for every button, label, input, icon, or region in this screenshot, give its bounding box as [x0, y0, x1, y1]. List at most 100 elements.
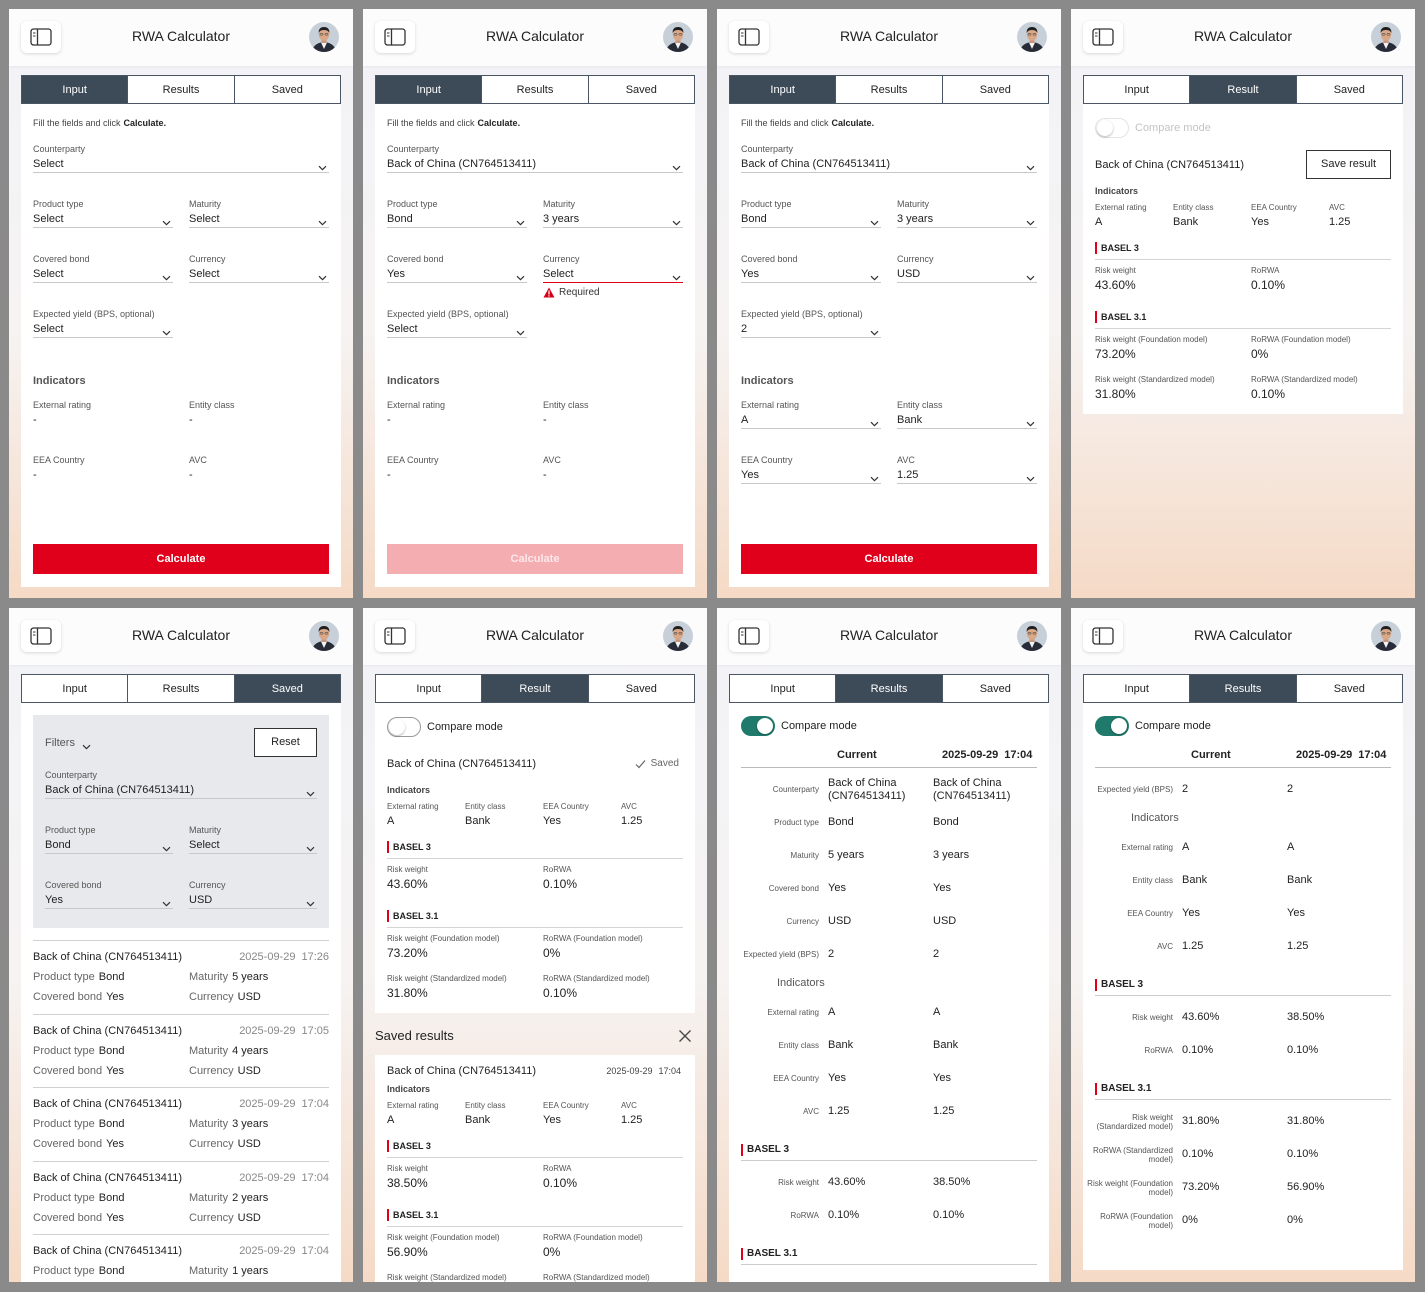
select[interactable]: Bond: [387, 212, 527, 228]
avatar[interactable]: [663, 22, 693, 52]
tab[interactable]: Input: [376, 76, 482, 103]
saved-results-title: Saved results: [375, 1028, 454, 1043]
item-counterparty[interactable]: Back of China (CN764513411): [33, 1098, 182, 1110]
avatar[interactable]: [1371, 22, 1401, 52]
select[interactable]: Yes: [387, 267, 527, 283]
field-label: EEA Country: [741, 455, 793, 465]
select[interactable]: Select: [189, 212, 329, 228]
item-counterparty[interactable]: Back of China (CN764513411): [33, 1171, 182, 1184]
sidebar-button[interactable]: [375, 21, 415, 53]
result-value: 73.20%: [1095, 347, 1136, 361]
calculate-button[interactable]: Calculate: [741, 544, 1037, 574]
result-label: Risk weight (Standardized model): [1095, 375, 1215, 384]
select[interactable]: Bank: [897, 413, 1037, 429]
tab[interactable]: Saved: [941, 76, 1048, 103]
tab[interactable]: Saved: [233, 76, 340, 103]
tab[interactable]: Saved: [587, 675, 694, 702]
select[interactable]: Select: [33, 267, 173, 283]
tab[interactable]: Results: [1189, 675, 1296, 702]
select[interactable]: Back of China (CN764513411): [45, 783, 317, 799]
select[interactable]: 3 years: [897, 212, 1037, 228]
close-button[interactable]: [678, 1029, 692, 1043]
avatar[interactable]: [1017, 621, 1047, 651]
tab[interactable]: Saved: [941, 675, 1048, 702]
select[interactable]: A: [741, 413, 881, 429]
select[interactable]: Select: [189, 838, 317, 854]
reset-button[interactable]: Reset: [254, 728, 317, 757]
toggle[interactable]: [741, 716, 775, 736]
tab[interactable]: Results: [127, 675, 233, 702]
avatar-image: [1371, 621, 1401, 651]
select[interactable]: USD: [189, 893, 317, 909]
select[interactable]: Back of China (CN764513411): [741, 157, 1037, 173]
item-counterparty[interactable]: Back of China (CN764513411): [33, 951, 182, 963]
tab[interactable]: Saved: [1295, 76, 1402, 103]
avatar[interactable]: [663, 621, 693, 651]
sidebar-button[interactable]: [21, 620, 61, 652]
item-field-label: Maturity: [189, 1265, 229, 1277]
avatar[interactable]: [1017, 22, 1047, 52]
select[interactable]: 2: [741, 322, 881, 338]
item-counterparty[interactable]: Back of China (CN764513411): [33, 1024, 182, 1037]
select[interactable]: Back of China (CN764513411): [387, 157, 683, 173]
compare-row: EEA Country Yes Yes: [1083, 897, 1403, 930]
select[interactable]: Bond: [741, 212, 881, 228]
select[interactable]: Yes: [741, 267, 881, 283]
date-time: 2025-09-29 17:04: [239, 1171, 329, 1185]
tab[interactable]: Results: [127, 76, 233, 103]
select[interactable]: Select: [387, 322, 527, 338]
sidebar-button[interactable]: [1083, 620, 1123, 652]
tab[interactable]: Input: [22, 76, 128, 103]
select[interactable]: Select: [33, 212, 173, 228]
avatar[interactable]: [309, 22, 339, 52]
avatar-image-shape: [318, 28, 330, 41]
toggle[interactable]: [387, 717, 421, 737]
sidebar-button[interactable]: [729, 620, 769, 652]
select[interactable]: Bond: [45, 838, 173, 854]
select[interactable]: Yes: [45, 893, 173, 909]
tab[interactable]: Input: [62, 682, 87, 695]
tab[interactable]: Input: [416, 682, 441, 695]
tab[interactable]: Result: [481, 675, 588, 702]
tabs: Input Result Saved: [1083, 75, 1403, 104]
indicator-label: External rating: [1095, 203, 1147, 212]
result-value: 0.10%: [543, 877, 578, 891]
sidebar-button[interactable]: [1083, 21, 1123, 53]
tab[interactable]: Results: [481, 76, 587, 103]
chevron: [1026, 417, 1035, 427]
tab[interactable]: Input: [1124, 682, 1149, 695]
select[interactable]: 3 years: [543, 212, 683, 228]
select[interactable]: USD: [897, 267, 1037, 283]
sidebar-icon-shape: [738, 28, 760, 46]
tab[interactable]: Result: [1189, 76, 1296, 103]
sidebar-button[interactable]: [375, 620, 415, 652]
tab[interactable]: Results: [835, 76, 941, 103]
tab[interactable]: Saved: [233, 675, 340, 702]
time: 17:04: [1358, 749, 1387, 761]
date-time: 2025-09-29 17:04: [942, 748, 1032, 762]
tab[interactable]: Input: [770, 682, 795, 695]
tab[interactable]: Results: [835, 675, 942, 702]
sidebar-button[interactable]: [729, 21, 769, 53]
select[interactable]: Select: [33, 157, 329, 173]
avatar[interactable]: [1371, 621, 1401, 651]
toggle[interactable]: [1095, 716, 1129, 736]
select[interactable]: Select: [189, 267, 329, 283]
select[interactable]: Select: [33, 322, 173, 338]
avatar[interactable]: [309, 621, 339, 651]
tab[interactable]: Input: [730, 76, 836, 103]
calculate-button[interactable]: Calculate: [33, 544, 329, 574]
save-button[interactable]: Save result: [1306, 150, 1391, 179]
select[interactable]: 1.25: [897, 468, 1037, 484]
tab[interactable]: Saved: [1295, 675, 1402, 702]
tab[interactable]: Saved: [587, 76, 694, 103]
screen: RWA Calculator Input Results Saved Fill the …: [717, 9, 1061, 598]
sidebar-button[interactable]: [21, 21, 61, 53]
filters-toggle[interactable]: Filters: [45, 736, 91, 750]
item-counterparty[interactable]: Back of China (CN764513411): [33, 1245, 182, 1257]
chevron-shape: [870, 220, 879, 226]
tab[interactable]: Input: [1124, 83, 1149, 96]
select[interactable]: Select: [543, 267, 683, 283]
select[interactable]: Yes: [741, 468, 881, 484]
header-rule: [741, 767, 1037, 768]
